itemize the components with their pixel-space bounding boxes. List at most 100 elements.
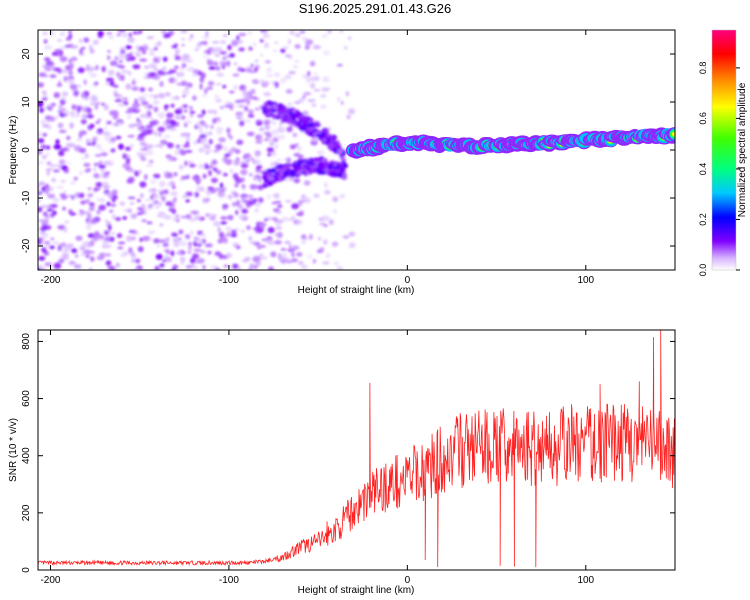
noise-speckle xyxy=(127,114,132,120)
noise-speckle xyxy=(233,159,240,166)
noise-speckle xyxy=(56,185,65,189)
branch-blob xyxy=(324,127,329,134)
noise-speckle xyxy=(219,182,224,189)
noise-speckle xyxy=(202,40,208,46)
noise-speckle xyxy=(233,62,238,66)
noise-speckle xyxy=(181,37,186,41)
noise-speckle xyxy=(158,180,166,188)
colorbar-tick-label: 0.6 xyxy=(698,112,708,125)
noise-speckle xyxy=(93,162,100,167)
noise-speckle xyxy=(288,218,293,222)
noise-speckle xyxy=(139,192,144,199)
noise-speckle xyxy=(76,107,81,113)
branch-blob xyxy=(330,138,334,145)
noise-speckle xyxy=(180,80,188,87)
noise-speckle xyxy=(66,135,71,141)
noise-speckle xyxy=(164,175,172,179)
noise-speckle xyxy=(225,252,233,259)
noise-speckle xyxy=(175,144,181,150)
noise-speckle xyxy=(42,133,48,137)
noise-speckle xyxy=(110,203,117,207)
noise-speckle xyxy=(216,126,224,133)
noise-speckle xyxy=(194,191,199,198)
noise-speckle xyxy=(71,248,78,253)
noise-speckle xyxy=(98,198,106,203)
noise-speckle xyxy=(212,149,220,153)
noise-speckle xyxy=(237,104,243,108)
noise-speckle xyxy=(253,265,258,269)
colorbar-label: Normalized spectral amplitude xyxy=(737,82,748,217)
noise-speckle xyxy=(44,225,52,230)
noise-speckle xyxy=(70,56,78,62)
noise-speckle xyxy=(220,216,228,220)
spectrogram-x-label: Height of straight line (km) xyxy=(298,285,415,296)
noise-speckle xyxy=(71,104,77,110)
noise-speckle xyxy=(219,62,224,66)
noise-speckle xyxy=(205,151,209,155)
noise-speckle xyxy=(49,245,55,250)
noise-speckle xyxy=(189,210,198,214)
noise-speckle xyxy=(94,231,100,237)
noise-speckle xyxy=(165,91,171,97)
noise-speckle xyxy=(277,204,283,208)
noise-speckle xyxy=(231,39,239,47)
noise-speckle xyxy=(41,96,48,101)
noise-speckle xyxy=(160,213,167,219)
noise-speckle xyxy=(38,152,43,155)
noise-speckle xyxy=(304,197,311,204)
noise-speckle xyxy=(68,30,72,35)
noise-speckle xyxy=(321,215,330,222)
noise-speckle xyxy=(95,144,102,149)
noise-speckle xyxy=(154,265,160,270)
noise-speckle xyxy=(258,253,264,257)
noise-speckle xyxy=(81,114,88,120)
noise-speckle xyxy=(128,169,136,173)
noise-speckle xyxy=(168,69,177,73)
noise-speckle xyxy=(166,112,174,119)
noise-speckle xyxy=(109,265,116,270)
branch-blob xyxy=(278,175,283,180)
branch-blob xyxy=(310,160,315,165)
noise-speckle xyxy=(227,44,232,51)
noise-speckle xyxy=(119,201,126,206)
branch-blob xyxy=(275,174,279,177)
noise-speckle xyxy=(340,101,344,105)
noise-speckle xyxy=(198,147,205,153)
noise-speckle xyxy=(241,259,249,263)
noise-speckle xyxy=(288,71,296,75)
noise-speckle xyxy=(248,46,253,51)
noise-speckle xyxy=(188,120,193,125)
noise-speckle xyxy=(131,86,139,91)
noise-speckle xyxy=(87,214,92,219)
noise-speckle xyxy=(208,170,212,176)
noise-speckle xyxy=(140,148,148,151)
noise-speckle xyxy=(131,231,139,235)
noise-speckle xyxy=(201,109,206,116)
noise-speckle xyxy=(197,163,205,169)
noise-speckle xyxy=(83,37,90,43)
noise-speckle xyxy=(255,165,260,171)
noise-speckle xyxy=(119,46,126,51)
branch-blob xyxy=(318,160,324,167)
noise-speckle xyxy=(111,231,116,235)
noise-speckle xyxy=(189,163,196,168)
noise-speckle xyxy=(210,124,214,129)
noise-speckle xyxy=(323,223,328,228)
noise-speckle xyxy=(38,198,42,203)
noise-speckle xyxy=(153,173,161,179)
noise-speckle xyxy=(323,239,328,245)
noise-speckle xyxy=(336,63,343,67)
noise-speckle xyxy=(97,33,103,39)
noise-speckle xyxy=(93,235,100,241)
noise-speckle xyxy=(57,122,64,129)
noise-speckle xyxy=(157,112,166,119)
noise-speckle xyxy=(222,34,228,37)
noise-speckle xyxy=(155,206,160,209)
noise-speckle xyxy=(301,241,306,244)
noise-speckle xyxy=(342,235,350,239)
noise-speckle xyxy=(156,56,163,60)
noise-speckle xyxy=(247,30,253,36)
noise-speckle xyxy=(343,46,348,50)
noise-speckle xyxy=(213,221,221,227)
noise-speckle xyxy=(62,206,66,211)
